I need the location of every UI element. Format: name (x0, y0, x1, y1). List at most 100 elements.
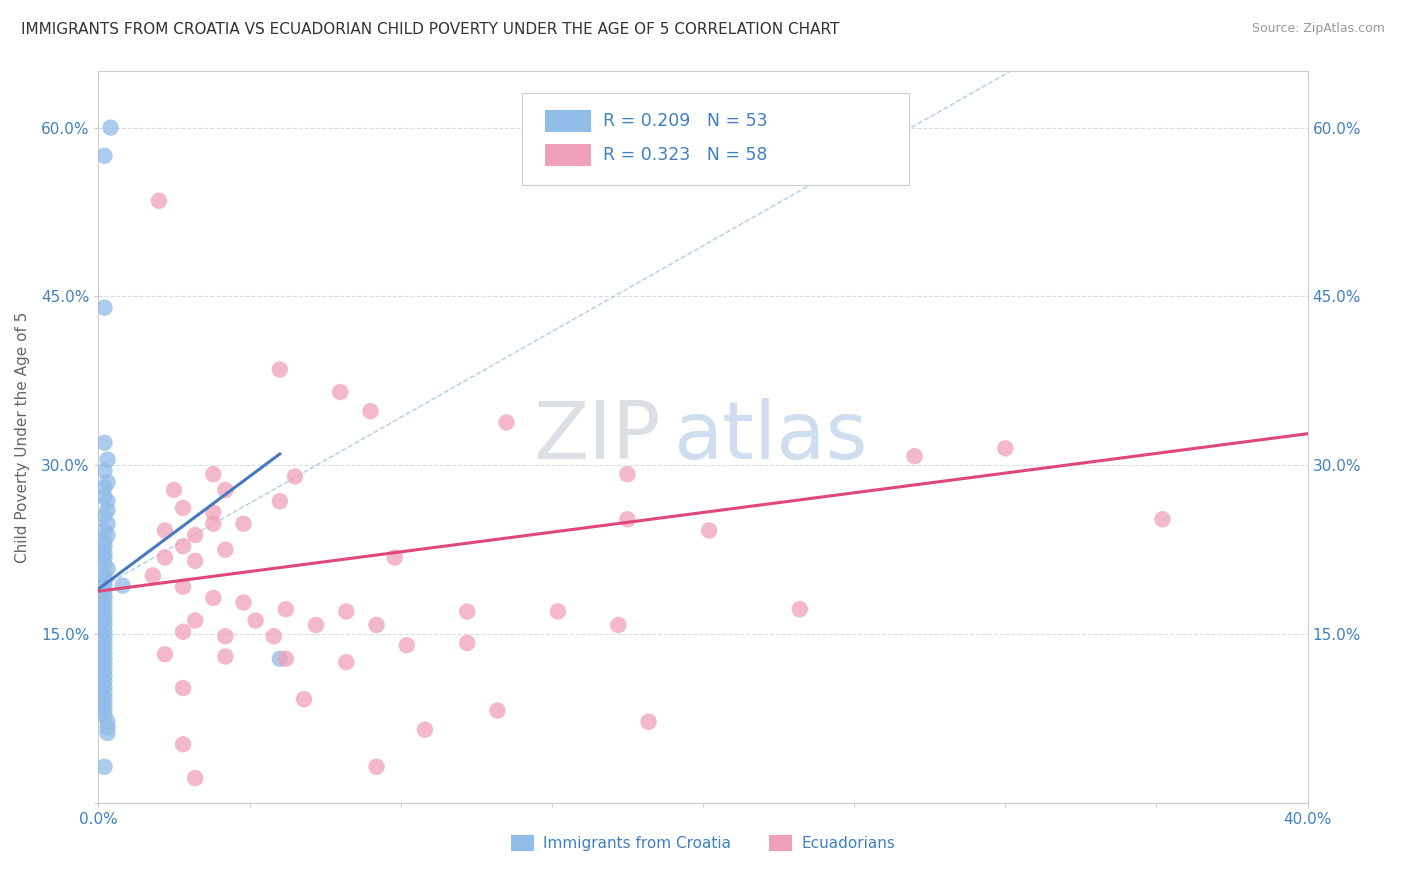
Point (93, 680, 115, 694)
Point (616, 512, 638, 526)
Text: atlas: atlas (672, 398, 868, 476)
Point (93, 635, 115, 649)
Point (329, 385, 352, 400)
Point (96, 562, 118, 576)
Point (93, 646, 115, 660)
Point (184, 528, 207, 542)
Point (96, 528, 118, 542)
Point (274, 602, 297, 616)
Point (148, 194, 170, 208)
FancyBboxPatch shape (544, 110, 591, 132)
Point (284, 469, 307, 483)
Point (486, 704, 509, 718)
Point (184, 771, 207, 785)
Point (269, 494, 291, 508)
Point (93, 702, 115, 716)
Point (96, 475, 118, 489)
Point (93, 697, 115, 711)
Point (994, 442, 1017, 456)
Point (93, 601, 115, 615)
Text: R = 0.209   N = 53: R = 0.209 N = 53 (603, 112, 768, 130)
Point (456, 605, 478, 619)
Point (93, 685, 115, 699)
Point (93, 708, 115, 723)
Point (93, 573, 115, 587)
Point (93, 624, 115, 638)
Point (172, 539, 194, 553)
Point (172, 500, 194, 515)
Point (111, 579, 134, 593)
Point (202, 591, 225, 605)
Point (305, 618, 328, 632)
Point (93, 558, 115, 572)
Point (413, 723, 436, 737)
Point (93, 595, 115, 609)
Point (697, 524, 720, 538)
Point (93, 508, 115, 523)
Point (96, 494, 118, 508)
Point (269, 362, 291, 376)
Point (153, 550, 176, 565)
Point (172, 580, 194, 594)
Point (93, 539, 115, 553)
Point (93, 640, 115, 655)
Point (456, 636, 478, 650)
Point (214, 649, 236, 664)
Point (904, 449, 927, 463)
Point (163, 483, 186, 497)
Point (93, 668, 115, 682)
Point (93, 481, 115, 495)
Text: ZIP: ZIP (533, 398, 661, 476)
Y-axis label: Child Poverty Under the Age of 5: Child Poverty Under the Age of 5 (15, 311, 30, 563)
Point (93, 534, 115, 549)
Point (269, 652, 291, 666)
Point (153, 647, 176, 661)
Point (1152, 512, 1174, 526)
Point (184, 614, 207, 628)
Point (202, 516, 225, 531)
Point (93, 579, 115, 593)
Point (93, 663, 115, 677)
Point (384, 550, 406, 565)
Point (172, 681, 194, 695)
Point (263, 629, 285, 643)
Text: Source: ZipAtlas.com: Source: ZipAtlas.com (1251, 22, 1385, 36)
Point (274, 652, 297, 666)
Legend: Immigrants from Croatia, Ecuadorians: Immigrants from Croatia, Ecuadorians (505, 830, 901, 857)
Point (93, 652, 115, 666)
Point (232, 595, 254, 609)
Point (495, 416, 517, 430)
Point (93, 618, 115, 632)
Point (93, 550, 115, 565)
Point (153, 524, 176, 538)
Point (96, 720, 118, 734)
Point (607, 618, 630, 632)
Point (93, 674, 115, 689)
Point (184, 554, 207, 568)
Point (637, 714, 659, 729)
Point (93, 584, 115, 599)
Point (93, 301, 115, 315)
Point (96, 452, 118, 467)
Point (93, 435, 115, 450)
Point (360, 404, 382, 418)
Text: R = 0.323   N = 58: R = 0.323 N = 58 (603, 145, 768, 164)
Point (93, 464, 115, 478)
Text: IMMIGRANTS FROM CROATIA VS ECUADORIAN CHILD POVERTY UNDER THE AGE OF 5 CORRELATI: IMMIGRANTS FROM CROATIA VS ECUADORIAN CH… (21, 22, 839, 37)
Point (100, 120, 122, 135)
Point (93, 568, 115, 582)
Point (335, 605, 357, 619)
Point (96, 516, 118, 531)
Point (547, 605, 569, 619)
Point (292, 692, 315, 706)
Point (335, 655, 357, 669)
Point (96, 714, 118, 729)
Point (93, 149, 115, 163)
Point (142, 568, 165, 582)
Point (366, 760, 388, 774)
Point (245, 614, 267, 628)
Point (202, 506, 225, 520)
Point (214, 483, 236, 497)
Point (395, 638, 418, 652)
Point (93, 760, 115, 774)
